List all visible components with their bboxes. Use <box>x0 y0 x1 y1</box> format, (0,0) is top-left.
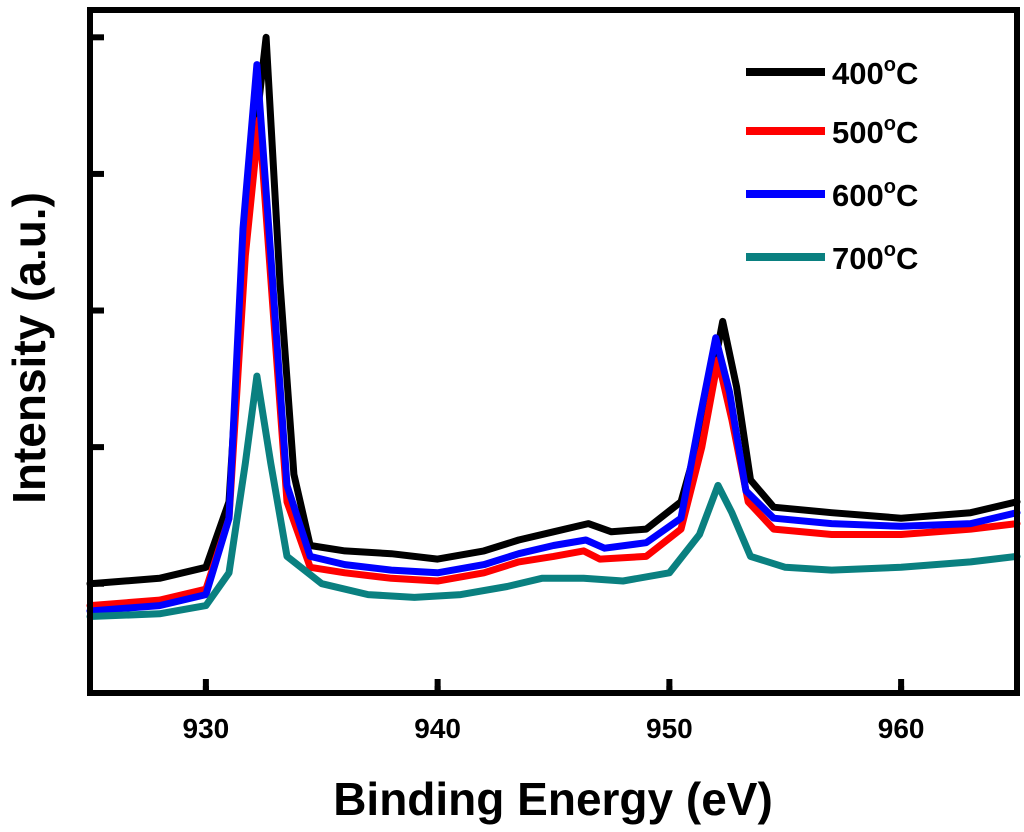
legend-label-500: 500oC <box>832 113 918 150</box>
legend-label-600: 600oC <box>832 176 918 213</box>
series-layer <box>86 33 1021 620</box>
legend-item-500: 500oC <box>746 113 918 150</box>
series-line-500 <box>86 115 1021 610</box>
x-tick-label-960: 960 <box>878 713 925 744</box>
x-axis-title: Binding Energy (eV) <box>333 773 773 825</box>
legend-item-700: 700oC <box>746 239 918 276</box>
legend-item-400: 400oC <box>746 54 918 91</box>
x-tick-label-940: 940 <box>414 713 461 744</box>
series-line-700 <box>86 372 1021 620</box>
series-line-600 <box>86 61 1021 615</box>
legend-label-400: 400oC <box>832 54 918 91</box>
y-axis-title: Intensity (a.u.) <box>3 192 55 504</box>
ticks-layer: 930 940 950 960 <box>90 34 925 744</box>
x-tick-label-930: 930 <box>183 713 230 744</box>
legend: 400oC 500oC 600oC 700oC <box>746 54 918 276</box>
legend-item-600: 600oC <box>746 176 918 213</box>
x-tick-label-950: 950 <box>646 713 693 744</box>
legend-label-700: 700oC <box>832 239 918 276</box>
plot-frame <box>87 7 1020 696</box>
